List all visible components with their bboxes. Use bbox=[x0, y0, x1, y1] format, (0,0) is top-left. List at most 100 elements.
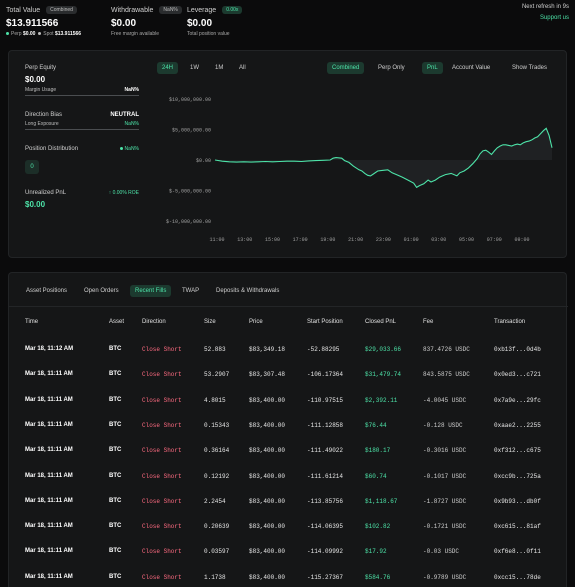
cell-price: $83,349.18 bbox=[249, 346, 286, 353]
cell-transaction[interactable]: 0xaae2...2255 bbox=[494, 421, 541, 429]
tab-twap[interactable]: TWAP bbox=[182, 288, 200, 294]
col-fee[interactable]: Fee bbox=[423, 319, 434, 325]
cell-transaction[interactable]: 0xf312...c675 bbox=[494, 447, 541, 455]
cell-fee: -0.1721 USDC bbox=[423, 523, 467, 531]
cell-transaction[interactable]: 0x9b93...db0f bbox=[494, 497, 541, 505]
cell-price: $83,307.48 bbox=[249, 371, 286, 379]
overview-panel: Perp Equity $0.00 Margin Usage NaN% Dire… bbox=[8, 50, 567, 258]
perp-equity-value: $0.00 bbox=[25, 75, 46, 84]
cell-price: $83,400.00 bbox=[249, 447, 286, 455]
cell-fee: -1.8727 USDC bbox=[423, 497, 467, 505]
tab-open-orders[interactable]: Open Orders bbox=[84, 288, 119, 294]
cell-asset: BTC bbox=[109, 548, 122, 555]
cell-transaction[interactable]: 0xb13f...0d4b bbox=[494, 346, 541, 353]
total-value-amount: $13.911566 bbox=[6, 18, 59, 29]
cell-asset: BTC bbox=[109, 346, 122, 352]
cell-asset: BTC bbox=[109, 497, 122, 504]
y-tick-label: $0.00 bbox=[196, 158, 211, 164]
account-summary-bar: Total Value Combined $13.911566 Perp $0.… bbox=[0, 0, 575, 40]
cell-transaction[interactable]: 0x7a9e...29fc bbox=[494, 396, 541, 404]
cell-start-position: -111.49022 bbox=[307, 447, 344, 455]
x-tick-label: 03:00 bbox=[431, 237, 446, 243]
cell-price: $83,400.00 bbox=[249, 548, 286, 556]
tab-24h[interactable]: 24H bbox=[157, 62, 179, 74]
support-link[interactable]: Support us bbox=[539, 15, 569, 21]
direction-bias-row: Direction Bias NEUTRAL bbox=[25, 112, 139, 118]
table-row: Mar 18, 11:11 AM BTC Close Short 0.12192 $83… bbox=[9, 473, 568, 485]
cell-fee: 837.4726 USDC bbox=[423, 346, 470, 353]
x-tick-label: 17:00 bbox=[293, 237, 308, 243]
withdrawable-pill: NaN% bbox=[159, 6, 182, 14]
cell-time: Mar 18, 11:11 AM bbox=[25, 371, 73, 378]
tab-combined[interactable]: Combined bbox=[327, 62, 365, 74]
cell-closed-pnl: $584.76 bbox=[365, 573, 391, 581]
col-start-position[interactable]: Start Position bbox=[307, 319, 343, 325]
col-asset[interactable]: Asset bbox=[109, 319, 125, 325]
table-row: Mar 18, 11:12 AM BTC Close Short 52.883 $83,… bbox=[9, 346, 568, 358]
cell-price: $83,400.00 bbox=[249, 421, 286, 429]
cell-start-position: -111.61214 bbox=[307, 472, 344, 480]
cell-time: Mar 18, 11:11 AM bbox=[25, 497, 73, 504]
col-price[interactable]: Price bbox=[249, 319, 263, 325]
col-direction[interactable]: Direction bbox=[142, 319, 166, 325]
withdrawable-label: Withdrawable bbox=[111, 6, 154, 14]
long-dot-icon bbox=[119, 147, 123, 151]
cell-asset: BTC bbox=[109, 472, 122, 479]
tab-perp-only[interactable]: Perp Only bbox=[378, 65, 405, 71]
cell-start-position: -114.09992 bbox=[307, 548, 344, 556]
cell-transaction[interactable]: 0x0ed3...c721 bbox=[494, 371, 541, 379]
y-tick-label: $-10,000,000.00 bbox=[166, 219, 211, 225]
cell-fee: -0.3016 USDC bbox=[423, 447, 467, 455]
col-transaction[interactable]: Transaction bbox=[494, 319, 526, 325]
cell-size: 52.883 bbox=[204, 346, 226, 353]
cell-time: Mar 18, 11:11 AM bbox=[25, 396, 73, 403]
tab-all[interactable]: All bbox=[239, 65, 246, 71]
cell-size: 0.15343 bbox=[204, 421, 230, 429]
unrealized-pnl-row: Unrealized PnL ↑ 0.00% ROE bbox=[25, 190, 139, 196]
cell-transaction[interactable]: 0xc615...81af bbox=[494, 523, 541, 531]
col-closed-pnl[interactable]: Closed PnL bbox=[365, 319, 397, 325]
cell-start-position: -114.06395 bbox=[307, 523, 344, 531]
cell-asset: BTC bbox=[109, 447, 122, 454]
tab-1m[interactable]: 1M bbox=[215, 65, 224, 71]
margin-usage-row: Margin Usage NaN% bbox=[25, 87, 139, 93]
cell-transaction[interactable]: 0xf6e8...0f11 bbox=[494, 548, 541, 556]
cell-direction: Close Short bbox=[142, 447, 182, 455]
col-size[interactable]: Size bbox=[204, 319, 216, 325]
cell-price: $83,400.00 bbox=[249, 396, 286, 404]
tab-recent-fills[interactable]: Recent Fills bbox=[130, 285, 172, 297]
cell-size: 4.8015 bbox=[204, 396, 226, 404]
cell-size: 0.12192 bbox=[204, 472, 230, 480]
refresh-area: Next refresh in 9s Support us bbox=[522, 4, 569, 21]
perp-equity-label: Perp Equity bbox=[25, 65, 57, 71]
col-time[interactable]: Time bbox=[25, 319, 39, 325]
cell-direction: Close Short bbox=[142, 523, 182, 531]
cell-direction: Close Short bbox=[142, 396, 182, 404]
long-exposure-row: Long Exposure NaN% bbox=[25, 121, 139, 127]
tab-pnl[interactable]: PnL bbox=[422, 62, 443, 74]
position-count-badge: 0 bbox=[25, 160, 39, 174]
spot-dot-icon bbox=[38, 32, 42, 36]
tab-account-value[interactable]: Account Value bbox=[452, 65, 491, 71]
cell-start-position: -110.97515 bbox=[307, 396, 344, 404]
cell-transaction[interactable]: 0xcc15...78de bbox=[494, 573, 541, 581]
cell-size: 1.1738 bbox=[204, 573, 226, 581]
cell-direction: Close Short bbox=[142, 346, 182, 353]
tab-asset-positions[interactable]: Asset Positions bbox=[26, 288, 68, 294]
y-tick-label: $-5,000,000.00 bbox=[169, 189, 211, 195]
cell-closed-pnl: $180.17 bbox=[365, 447, 391, 455]
cell-start-position: -52.88295 bbox=[307, 346, 340, 353]
cell-asset: BTC bbox=[109, 396, 122, 403]
table-row: Mar 18, 11:11 AM BTC Close Short 0.03597 $83… bbox=[9, 548, 568, 560]
y-tick-label: $5,000,000.00 bbox=[172, 128, 211, 134]
margin-usage-bar bbox=[25, 95, 139, 96]
cell-price: $83,400.00 bbox=[249, 497, 286, 505]
table-row: Mar 18, 11:11 AM BTC Close Short 0.15343 $83… bbox=[9, 422, 568, 434]
table-row: Mar 18, 11:11 AM BTC Close Short 0.20639 $83… bbox=[9, 523, 568, 535]
fills-table-header: Time Asset Direction Size Price Start Po… bbox=[9, 319, 568, 329]
tab-1w[interactable]: 1W bbox=[190, 65, 199, 71]
tab-deposits-withdrawals[interactable]: Deposits & Withdrawals bbox=[216, 288, 280, 294]
cell-transaction[interactable]: 0xcc9b...725a bbox=[494, 472, 541, 480]
show-trades-button[interactable]: Show Trades bbox=[512, 65, 548, 71]
leverage-stat: Leverage 0.00x $0.00 Total position valu… bbox=[187, 5, 243, 37]
